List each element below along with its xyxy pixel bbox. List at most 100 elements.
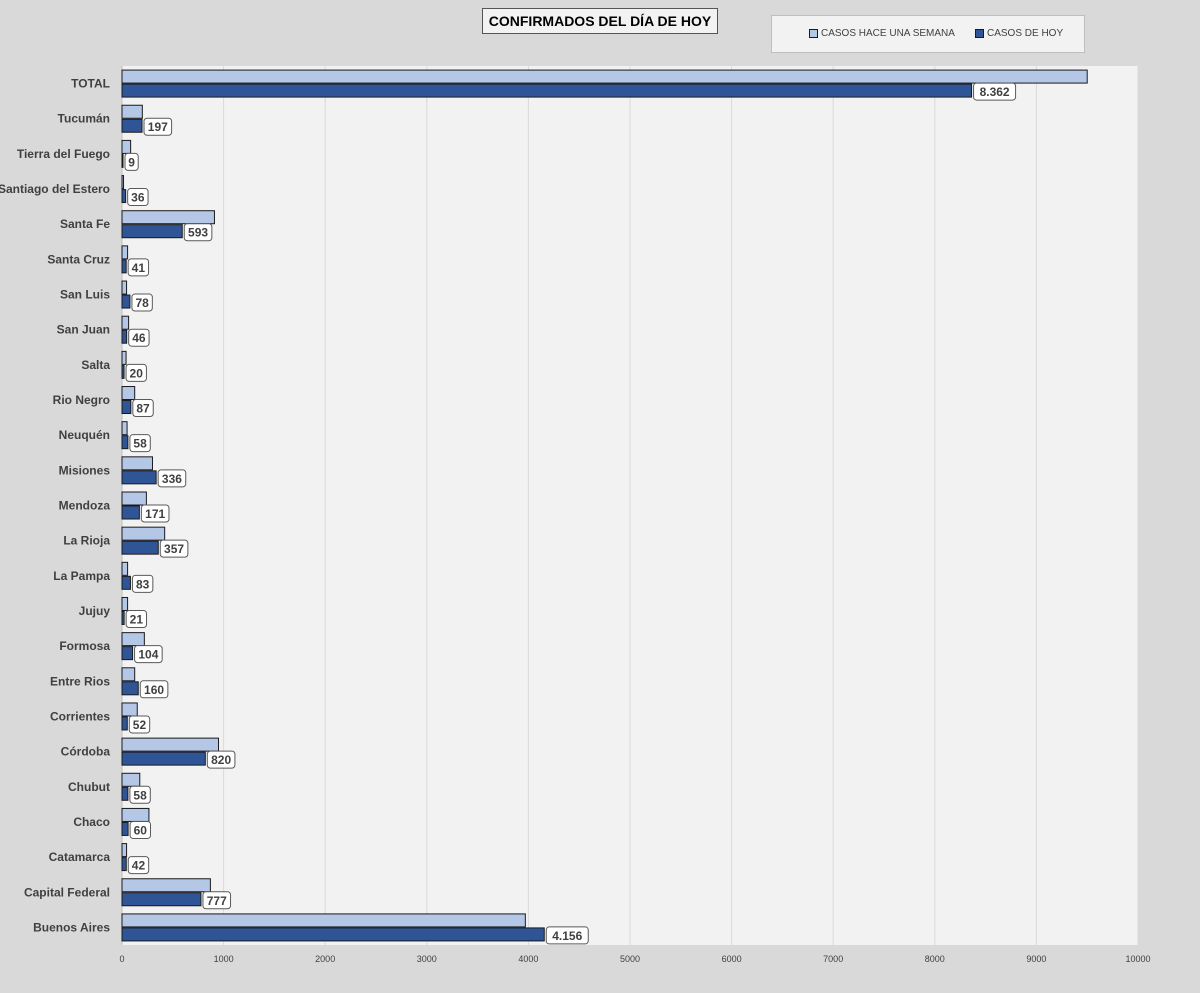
legend-item-today: CASOS DE HOY [975,28,1063,39]
category-label: Catamarca [49,850,111,864]
data-label-box [206,750,236,769]
category-label: Santa Fe [60,217,110,231]
data-label-box [127,258,150,277]
data-label-box [124,152,139,171]
category-label: Tierra del Fuego [17,147,110,161]
category-label: La Pampa [53,569,110,583]
data-label-box [125,609,148,628]
data-label-box [132,399,154,418]
x-tick-label: 3000 [417,954,437,964]
category-label: Capital Federal [24,885,110,899]
bar-today [121,118,143,133]
data-label-box [183,223,213,242]
bar-week-ago [121,596,129,611]
bar-today [121,610,125,625]
category-label: Chubut [68,780,110,794]
bar-today [121,470,157,485]
data-label: 60 [134,823,148,837]
category-label: La Rioja [63,534,110,548]
data-label: 4.156 [552,929,582,943]
category-label: Misiones [59,463,111,477]
data-label: 336 [162,472,182,486]
bar-week-ago [121,245,129,260]
category-label: San Juan [57,323,110,337]
x-tick-label: 10000 [1125,954,1150,964]
x-tick-label: 5000 [620,954,640,964]
bar-week-ago [121,667,136,682]
legend-swatch-week-ago [809,29,818,38]
bar-today [121,857,127,872]
chart-title-text: CONFIRMADOS DEL DÍA DE HOY [488,13,712,29]
data-label: 83 [136,577,150,591]
data-label-box [545,926,589,945]
data-label-box [202,891,232,910]
bar-today [121,364,125,379]
bar-today [121,259,127,274]
data-label-box [127,188,149,207]
bar-today [121,400,132,415]
legend-item-week-ago: CASOS HACE UNA SEMANA [809,28,955,39]
legend-swatch-today [975,29,984,38]
bar-today [121,189,127,204]
bar-week-ago [121,315,130,330]
bar-today [121,329,128,344]
bar-week-ago [121,878,211,893]
legend-label-week-ago: CASOS HACE UNA SEMANA [821,28,955,39]
data-label: 820 [211,753,231,767]
chart-legend: CASOS HACE UNA SEMANA CASOS DE HOY [771,15,1085,53]
x-tick-label: 2000 [315,954,335,964]
bar-week-ago [121,386,136,401]
data-label: 104 [138,648,158,662]
chart-title: CONFIRMADOS DEL DÍA DE HOY [482,8,718,34]
bar-week-ago [121,772,141,787]
bar-today [121,505,140,520]
data-label: 8.362 [980,85,1010,99]
bar-today [121,153,124,168]
x-tick-label: 1000 [214,954,234,964]
data-label: 36 [131,191,145,205]
bar-week-ago [121,104,143,119]
bar-today [121,575,131,590]
bar-week-ago [121,139,132,154]
bar-week-ago [121,350,127,365]
data-label: 777 [207,894,227,908]
data-label-box [157,469,187,488]
category-label: Mendoza [59,499,111,513]
bar-week-ago [121,421,128,436]
category-label: TOTAL [71,77,110,91]
data-label: 21 [130,612,144,626]
data-label-box [128,328,150,347]
bar-today [121,892,202,907]
data-label: 171 [145,507,165,521]
category-label: Salta [81,358,110,372]
category-label: Santiago del Estero [0,182,110,196]
x-tick-label: 7000 [823,954,843,964]
bar-week-ago [121,632,145,647]
bar-week-ago [121,456,153,471]
data-label: 42 [132,859,146,873]
bar-week-ago [121,913,526,928]
data-label-box [973,82,1017,101]
data-label: 87 [136,402,150,416]
category-label: Neuquén [59,428,110,442]
bar-week-ago [121,807,150,822]
data-label: 9 [128,155,135,169]
data-label-box [127,856,150,875]
data-label: 160 [144,683,164,697]
category-label: Tucumán [58,112,110,126]
category-label: Santa Cruz [47,252,110,266]
category-label: Corrientes [50,709,110,723]
category-label: Formosa [59,639,110,653]
bar-week-ago [121,491,147,506]
data-label: 41 [132,261,146,275]
data-label: 593 [188,226,208,240]
category-label: Entre Rios [50,674,110,688]
category-label: Córdoba [61,745,111,759]
category-label: San Luis [60,288,110,302]
data-label-box [131,574,154,593]
data-label: 58 [133,788,147,802]
data-label-box [129,820,151,839]
x-tick-label: 9000 [1026,954,1046,964]
bar-today [121,435,129,450]
